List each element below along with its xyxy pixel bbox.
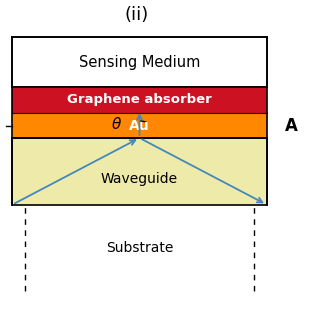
Bar <box>12 87 267 113</box>
Text: Substrate: Substrate <box>106 241 173 255</box>
Bar <box>12 37 267 87</box>
Text: Waveguide: Waveguide <box>101 172 178 186</box>
Text: (ii): (ii) <box>124 7 148 24</box>
Text: Sensing Medium: Sensing Medium <box>79 55 200 69</box>
Bar <box>12 138 267 205</box>
Text: θ: θ <box>112 117 121 132</box>
Text: A: A <box>285 117 298 135</box>
Text: Graphene absorber: Graphene absorber <box>67 94 212 106</box>
Text: Au: Au <box>129 118 150 133</box>
Bar <box>12 113 267 138</box>
